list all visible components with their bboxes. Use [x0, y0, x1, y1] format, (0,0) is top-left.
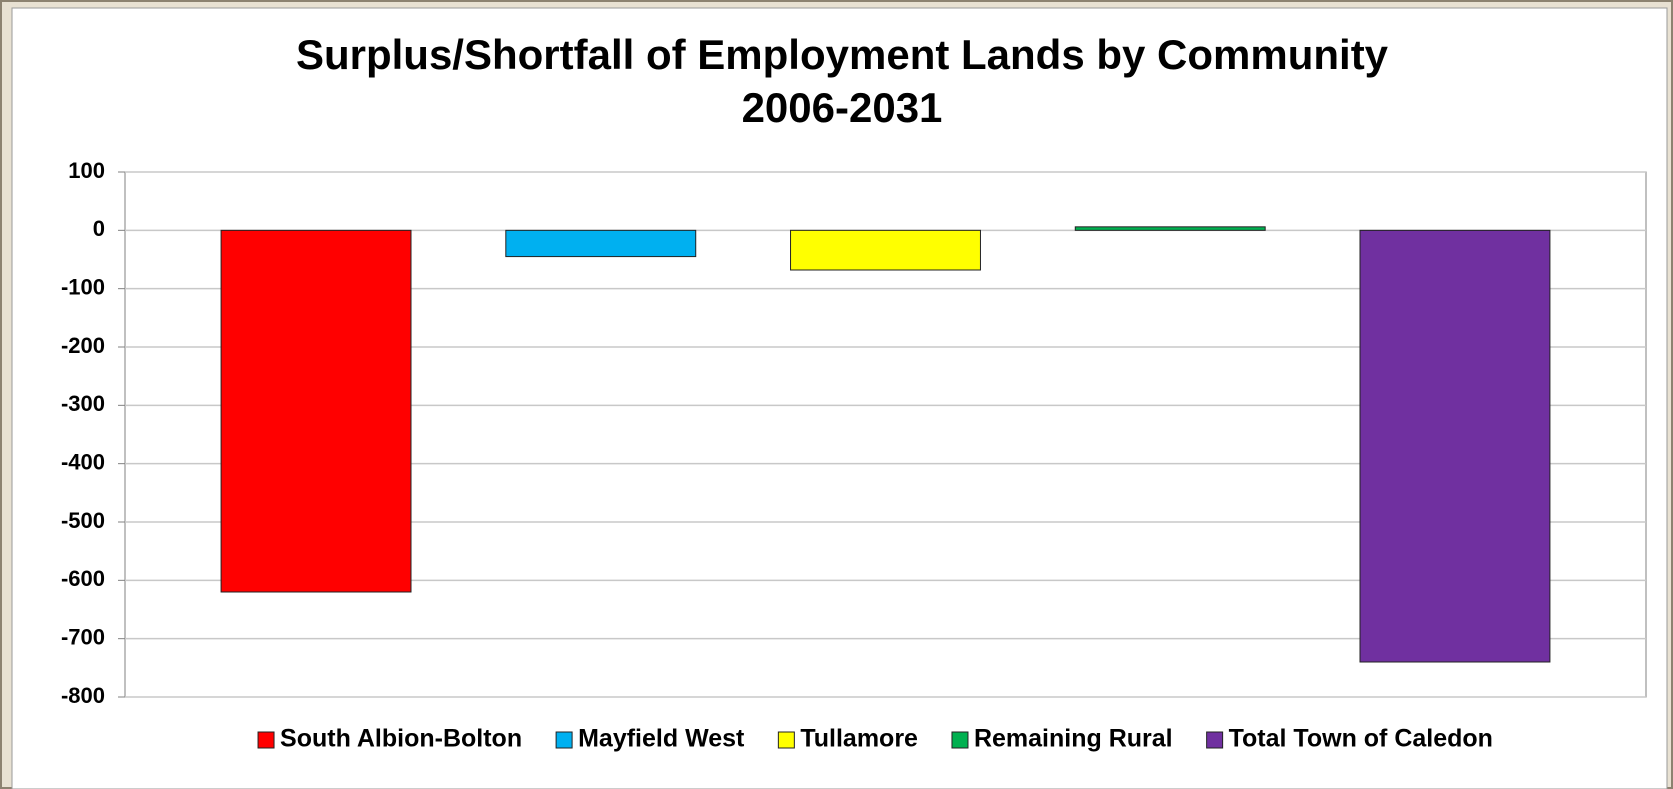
legend-label: Tullamore	[800, 725, 918, 753]
bar	[1359, 229, 1551, 663]
y-tick-label: -300	[61, 391, 105, 416]
legend-swatch	[777, 731, 795, 749]
y-tick-label: -100	[61, 274, 105, 299]
legend-label: Remaining Rural	[974, 725, 1173, 753]
legend-swatch	[555, 731, 573, 749]
bar	[1074, 226, 1266, 231]
bar	[220, 229, 412, 593]
y-tick-label: -200	[61, 333, 105, 358]
y-tick-label: -700	[61, 624, 105, 649]
y-tick-label: -800	[61, 683, 105, 708]
y-tick-label: 0	[93, 216, 105, 241]
legend-label: South Albion-Bolton	[280, 725, 522, 753]
legend-swatch	[257, 731, 275, 749]
bar	[505, 229, 697, 258]
legend-label: Mayfield West	[578, 725, 745, 753]
legend-swatch	[1206, 731, 1224, 749]
y-tick-label: -600	[61, 566, 105, 591]
y-tick-label: -500	[61, 508, 105, 533]
legend-swatch	[951, 731, 969, 749]
chart-title: Surplus/Shortfall of Employment Lands by…	[296, 31, 1389, 78]
y-tick-label: 100	[68, 158, 105, 183]
legend-label: Total Town of Caledon	[1229, 725, 1493, 753]
y-tick-label: -400	[61, 449, 105, 474]
chart-subtitle: 2006-2031	[742, 84, 943, 131]
bar	[790, 229, 981, 271]
